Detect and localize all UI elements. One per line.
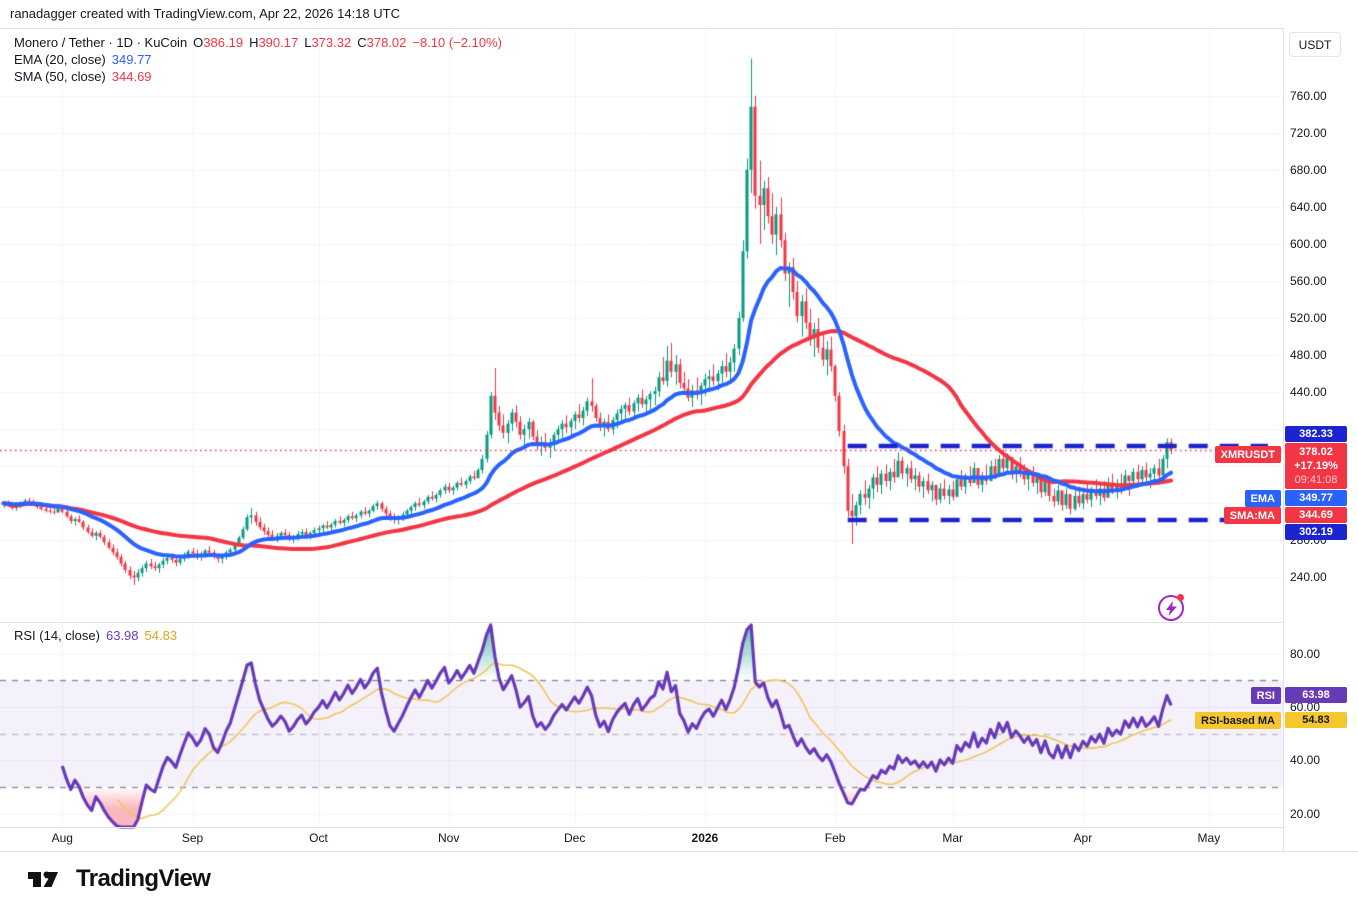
ohlc-change: −8.10 (−2.10%) <box>412 35 502 50</box>
time-axis-label: Feb <box>824 831 846 845</box>
pane-separator[interactable] <box>0 622 1358 623</box>
price-axis-label: 520.00 <box>1290 311 1327 325</box>
symbol-tag: XMRUSDT <box>1214 446 1281 463</box>
last-price-badge: 378.02 +17.19% 09:41:08 <box>1285 443 1347 489</box>
time-axis-label: Apr <box>1073 831 1093 845</box>
time-axis-label: 2026 <box>691 831 719 845</box>
sma-value-badge: 344.69 <box>1285 507 1347 523</box>
tradingview-logo[interactable]: TradingView <box>26 864 211 894</box>
rsi-ma-tag: RSI-based MA <box>1195 712 1281 729</box>
ema-legend-label: EMA (20, close) <box>14 52 106 67</box>
notification-dot <box>1177 594 1184 601</box>
sma-tag: SMA:MA <box>1223 507 1281 524</box>
rsi-axis-label: 40.00 <box>1290 753 1321 768</box>
price-axis-label: 720.00 <box>1290 125 1327 140</box>
chart-top-border <box>0 28 1358 29</box>
time-axis-label: Dec <box>564 831 586 845</box>
last-price-value: 378.02 <box>1299 446 1333 458</box>
chart-bottom-border <box>0 851 1358 852</box>
time-axis-label: Nov <box>438 831 460 845</box>
price-axis-label: 640.00 <box>1290 199 1327 214</box>
price-axis-label: 560.00 <box>1290 273 1327 288</box>
support-price-badge: 302.19 <box>1285 524 1347 540</box>
time-axis-label: May <box>1197 831 1221 845</box>
lightning-icon <box>1165 600 1177 616</box>
chart-canvas[interactable] <box>0 0 1283 852</box>
sma-legend-row[interactable]: SMA (50, close) 344.69 <box>14 69 152 84</box>
rsi-axis-label: 60.00 <box>1290 699 1321 714</box>
price-axis-label: 680.00 <box>1290 162 1327 177</box>
bar-countdown: 09:41:08 <box>1294 474 1338 486</box>
rsi-tag: RSI <box>1250 687 1281 704</box>
rsi-legend-label: RSI (14, close) <box>14 628 100 643</box>
last-change-pct: +17.19% <box>1294 460 1338 472</box>
symbol-title[interactable]: Monero / Tether · 1D · KuCoin <box>14 35 188 50</box>
technicals-icon[interactable] <box>1158 594 1184 621</box>
rsi-legend-value: 63.98 <box>105 628 139 643</box>
rsi-value-badge: 63.98 <box>1285 687 1347 703</box>
price-axis-label: 240.00 <box>1290 570 1327 585</box>
rsi-ma-legend-value: 54.83 <box>144 628 178 643</box>
ema-legend-value: 349.77 <box>111 52 152 67</box>
price-axis-label: 600.00 <box>1290 236 1327 251</box>
ohlc-low: L373.32 <box>304 35 352 50</box>
price-axis-label: 760.00 <box>1290 88 1327 103</box>
price-axis-label: 480.00 <box>1290 348 1327 363</box>
ohlc-high: H390.17 <box>249 35 299 50</box>
rsi-ma-value-badge: 54.83 <box>1285 712 1347 728</box>
time-axis-label: Aug <box>51 831 73 845</box>
currency-toggle-button[interactable]: USDT <box>1289 32 1341 57</box>
time-axis-label: Oct <box>309 831 328 845</box>
sma-legend-label: SMA (50, close) <box>14 69 106 84</box>
sma-legend-value: 344.69 <box>111 69 152 84</box>
rsi-axis-label: 20.00 <box>1290 806 1321 821</box>
rsi-axis-label: 80.00 <box>1290 646 1321 661</box>
ema-legend-row[interactable]: EMA (20, close) 349.77 <box>14 52 152 67</box>
rsi-legend-row[interactable]: RSI (14, close) 63.98 54.83 <box>14 628 177 643</box>
tradingview-logo-text: TradingView <box>76 865 211 892</box>
ema-value-badge: 349.77 <box>1285 490 1347 506</box>
symbol-legend-row[interactable]: Monero / Tether · 1D · KuCoin O386.19 H3… <box>14 35 502 50</box>
tradingview-logo-mark-icon <box>28 871 58 887</box>
time-axis-label: Mar <box>942 831 964 845</box>
time-axis-label: Sep <box>181 831 204 845</box>
resistance-price-badge: 382.33 <box>1285 426 1347 442</box>
time-axis-border <box>0 827 1358 828</box>
ohlc-open: O386.19 <box>193 35 244 50</box>
ohlc-close: C378.02 <box>357 35 407 50</box>
ema-tag: EMA <box>1244 490 1281 507</box>
price-axis-label: 440.00 <box>1290 385 1327 400</box>
